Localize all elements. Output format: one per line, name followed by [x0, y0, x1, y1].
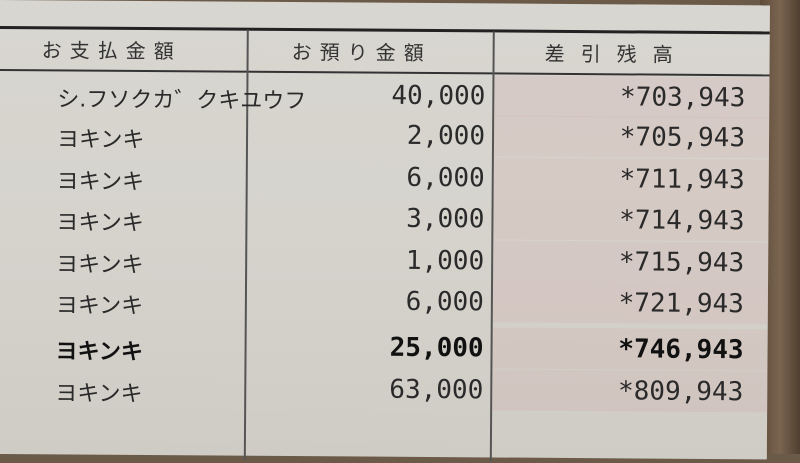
top-rule — [0, 25, 770, 35]
table-row: ヨキンキ 6,000 *721,943 — [0, 278, 769, 325]
description-cell: ヨキンキ — [56, 252, 144, 279]
header-deposit: お預り金額 — [291, 40, 432, 66]
deposit-cell: 63,000 — [389, 374, 484, 406]
deposit-cell: 6,000 — [405, 286, 485, 318]
table-row: ヨキンキ 2,000 *705,943 — [0, 112, 770, 159]
table-row: ヨキンキ 25,000 *746,943 — [0, 324, 768, 371]
description-cell: シ.フソクカ゛クキユウフ — [57, 87, 307, 115]
balance-cell: *721,943 — [618, 288, 744, 320]
description-cell: ヨキンキ — [55, 381, 143, 408]
balance-cell: *705,943 — [619, 122, 746, 154]
deposit-cell: 6,000 — [406, 162, 485, 194]
deposit-cell: 1,000 — [405, 245, 485, 277]
description-cell: ヨキンキ — [56, 169, 145, 196]
header-balance: 差引残高 — [544, 41, 689, 67]
table-row: シ.フソクカ゛クキユウフ 40,000 *703,943 — [0, 72, 770, 119]
table-row: ヨキンキ 3,000 *714,943 — [0, 195, 769, 242]
deposit-cell: 25,000 — [389, 332, 484, 364]
transaction-list: シ.フソクカ゛クキユウフ 40,000 *703,943 ヨキンキ 2,000 … — [0, 0, 770, 413]
table-row: ヨキンキ 6,000 *711,943 — [0, 154, 769, 201]
balance-cell: *746,943 — [618, 334, 744, 366]
deposit-cell: 2,000 — [406, 120, 486, 152]
balance-cell: *714,943 — [619, 205, 745, 237]
deposit-cell: 40,000 — [391, 80, 486, 112]
deposit-cell: 3,000 — [406, 203, 485, 235]
header-payment: お支払金額 — [41, 38, 182, 64]
balance-cell: *809,943 — [617, 376, 744, 408]
balance-cell: *703,943 — [619, 82, 746, 114]
balance-cell: *715,943 — [618, 247, 745, 279]
table-row: ヨキンキ 1,000 *715,943 — [0, 237, 769, 284]
description-cell: ヨキンキ — [55, 339, 143, 366]
description-cell: ヨキンキ — [55, 293, 144, 320]
table-row: ヨキンキ 63,000 *809,943 — [0, 366, 768, 413]
passbook-page: お支払金額 お預り金額 差引残高 シ.フソクカ゛クキユウフ 40,000 *70… — [0, 0, 770, 462]
description-cell: ヨキンキ — [56, 210, 144, 237]
description-cell: ヨキンキ — [56, 127, 145, 154]
balance-cell: *711,943 — [619, 164, 745, 196]
